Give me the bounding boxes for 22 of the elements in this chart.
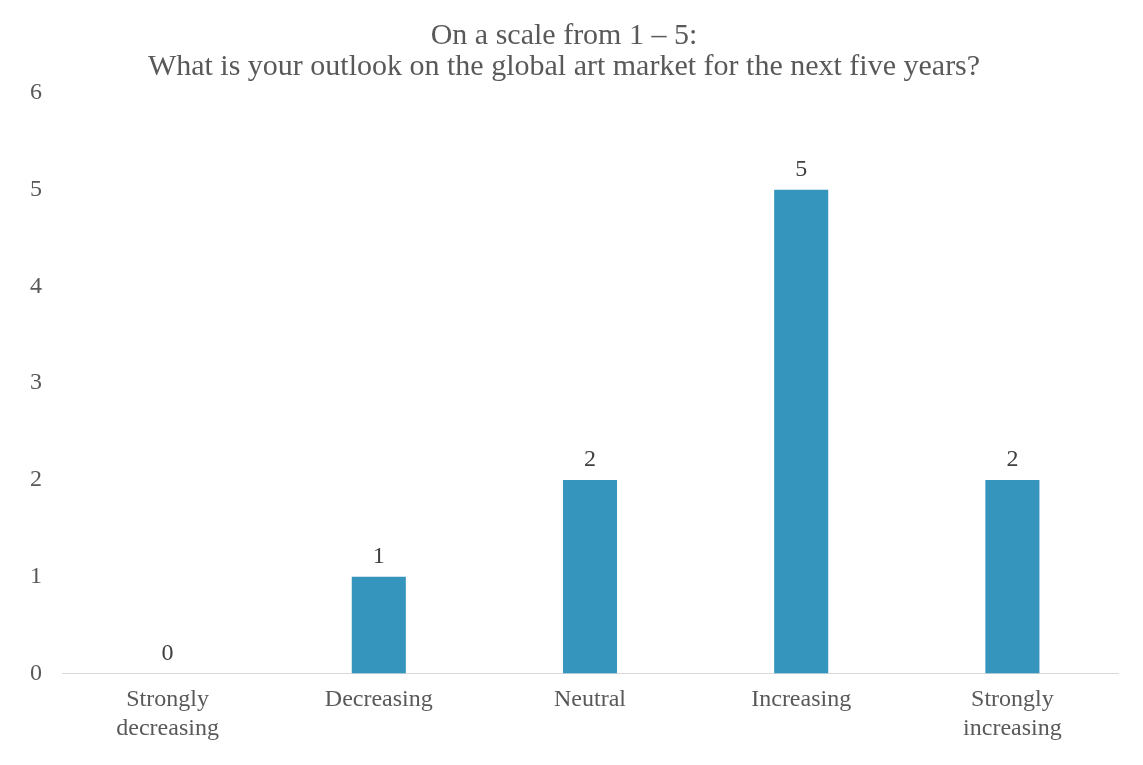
- bar: [562, 479, 618, 674]
- bar: [351, 576, 406, 674]
- data-label: 2: [584, 445, 596, 472]
- chart-title: On a scale from 1 – 5: What is your outlook on the global art market for the next five years?: [147, 16, 981, 82]
- y-tick-label: 6: [30, 78, 42, 105]
- x-tick-label: Strongly decreasing: [116, 685, 219, 740]
- data-label: 0: [161, 638, 174, 665]
- y-tick-label: 3: [30, 368, 42, 395]
- x-tick-label: Increasing: [751, 685, 852, 712]
- y-tick-label: 4: [30, 271, 42, 298]
- y-tick-label: 0: [30, 658, 42, 685]
- x-tick-label: Decreasing: [324, 685, 433, 712]
- bar: [774, 189, 829, 674]
- bar: [985, 479, 1040, 674]
- x-tick-label: Strongly increasing: [963, 685, 1062, 740]
- y-tick-label: 1: [30, 561, 42, 588]
- data-label: 2: [1006, 445, 1019, 472]
- y-tick-label: 5: [30, 175, 42, 202]
- y-tick-label: 2: [30, 465, 42, 492]
- x-tick-label: Neutral: [554, 685, 627, 712]
- data-label: 1: [372, 541, 385, 568]
- data-label: 5: [795, 155, 808, 182]
